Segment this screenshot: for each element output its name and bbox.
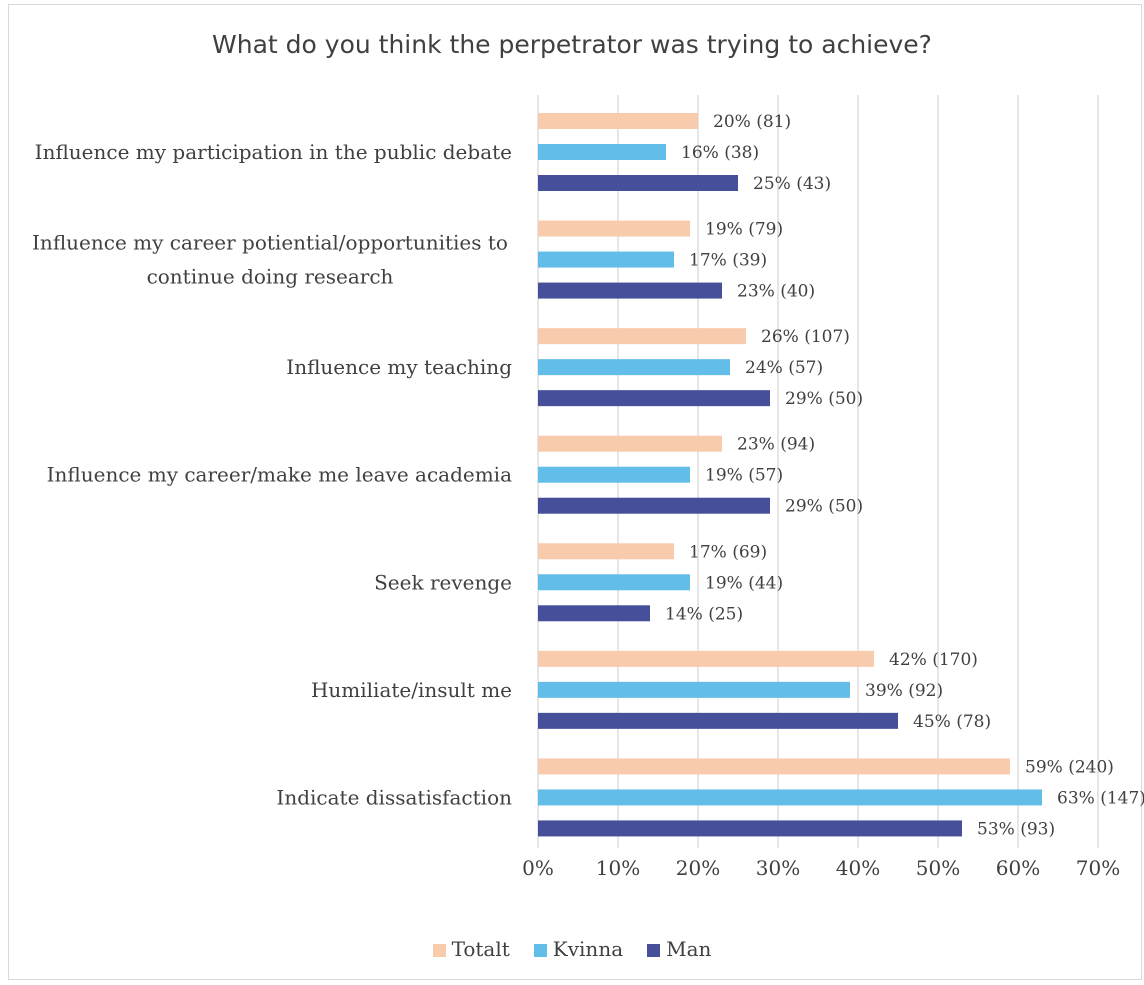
legend-item-man: Man xyxy=(647,937,711,961)
data-label: 17% (69) xyxy=(689,542,767,562)
data-label: 25% (43) xyxy=(753,174,831,194)
data-label: 29% (50) xyxy=(785,389,863,409)
legend-item-totalt: Totalt xyxy=(432,937,510,961)
category-label: Influence my career/make me leave academ… xyxy=(47,463,512,487)
data-label: 29% (50) xyxy=(785,497,863,517)
data-label: 19% (57) xyxy=(705,466,783,486)
chart-frame xyxy=(8,4,1142,980)
category-label: Seek revenge xyxy=(374,570,512,594)
data-label: 23% (94) xyxy=(737,435,815,455)
bar-totalt xyxy=(538,328,746,345)
legend-label: Kvinna xyxy=(552,937,624,961)
bar-kvinna xyxy=(538,144,666,160)
bar-totalt xyxy=(538,220,690,237)
data-label: 16% (38) xyxy=(681,143,759,163)
data-label: 59% (240) xyxy=(1025,757,1114,777)
bar-totalt xyxy=(538,543,674,560)
data-label: 19% (79) xyxy=(705,220,783,240)
legend-label: Man xyxy=(666,937,712,961)
bar-kvinna xyxy=(538,466,690,483)
bar-man xyxy=(538,390,770,407)
data-label: 45% (78) xyxy=(913,712,991,732)
x-tick-label: 30% xyxy=(756,856,800,880)
data-label: 42% (170) xyxy=(889,650,978,670)
x-tick-label: 20% xyxy=(676,856,720,880)
data-label: 19% (44) xyxy=(705,573,783,593)
bar-man xyxy=(538,605,650,622)
x-tick-label: 50% xyxy=(916,856,960,880)
legend-swatch xyxy=(432,944,446,957)
bar-totalt xyxy=(538,758,1010,775)
x-tick-label: 0% xyxy=(522,856,554,880)
bar-man xyxy=(538,712,898,729)
data-label: 53% (93) xyxy=(977,819,1055,839)
bar-man xyxy=(538,175,738,191)
bar-kvinna xyxy=(538,251,674,268)
x-tick-labels: 0% 10% 20% 30% 40% 50% 60% 70% xyxy=(522,856,1120,880)
category-label: Indicate dissatisfaction xyxy=(276,785,512,809)
category-label: continue doing research xyxy=(147,265,394,289)
legend-item-kvinna: Kvinna xyxy=(533,937,624,961)
data-label: 20% (81) xyxy=(713,112,791,132)
bar-kvinna xyxy=(538,574,690,591)
bar-totalt xyxy=(538,650,874,667)
legend: Totalt Kvinna Man xyxy=(0,937,1144,961)
chart-title: What do you think the perpetrator was tr… xyxy=(212,30,932,59)
data-label: 26% (107) xyxy=(761,327,850,347)
bar-man xyxy=(538,282,722,299)
bar-man xyxy=(538,497,770,514)
bars xyxy=(538,113,1042,837)
value-labels: 20% (81) 16% (38) 25% (43) 19% (79) 17% (39)… xyxy=(665,112,1144,839)
data-label: 24% (57) xyxy=(745,358,823,378)
bar-kvinna xyxy=(538,681,850,698)
data-label: 39% (92) xyxy=(865,681,943,701)
data-label: 23% (40) xyxy=(737,282,815,302)
category-label: Influence my teaching xyxy=(286,355,512,379)
category-label: Influence my career potiential/opportuni… xyxy=(32,231,508,255)
bar-kvinna xyxy=(538,789,1042,806)
bar-man xyxy=(538,820,962,837)
legend-swatch xyxy=(647,944,661,957)
legend-label: Totalt xyxy=(451,937,510,961)
bar-totalt xyxy=(538,435,722,452)
x-tick-label: 70% xyxy=(1076,856,1120,880)
category-label: Influence my participation in the public… xyxy=(35,140,512,164)
bar-kvinna xyxy=(538,359,730,376)
x-tick-label: 40% xyxy=(836,856,880,880)
legend-swatch xyxy=(533,944,547,957)
x-tick-label: 10% xyxy=(596,856,640,880)
data-label: 63% (147) xyxy=(1057,788,1144,808)
data-label: 17% (39) xyxy=(689,251,767,271)
x-tick-label: 60% xyxy=(996,856,1040,880)
data-label: 14% (25) xyxy=(665,604,743,624)
category-labels: Influence my participation in the public… xyxy=(32,140,512,809)
bar-totalt xyxy=(538,113,698,129)
category-label: Humiliate/insult me xyxy=(311,678,512,702)
